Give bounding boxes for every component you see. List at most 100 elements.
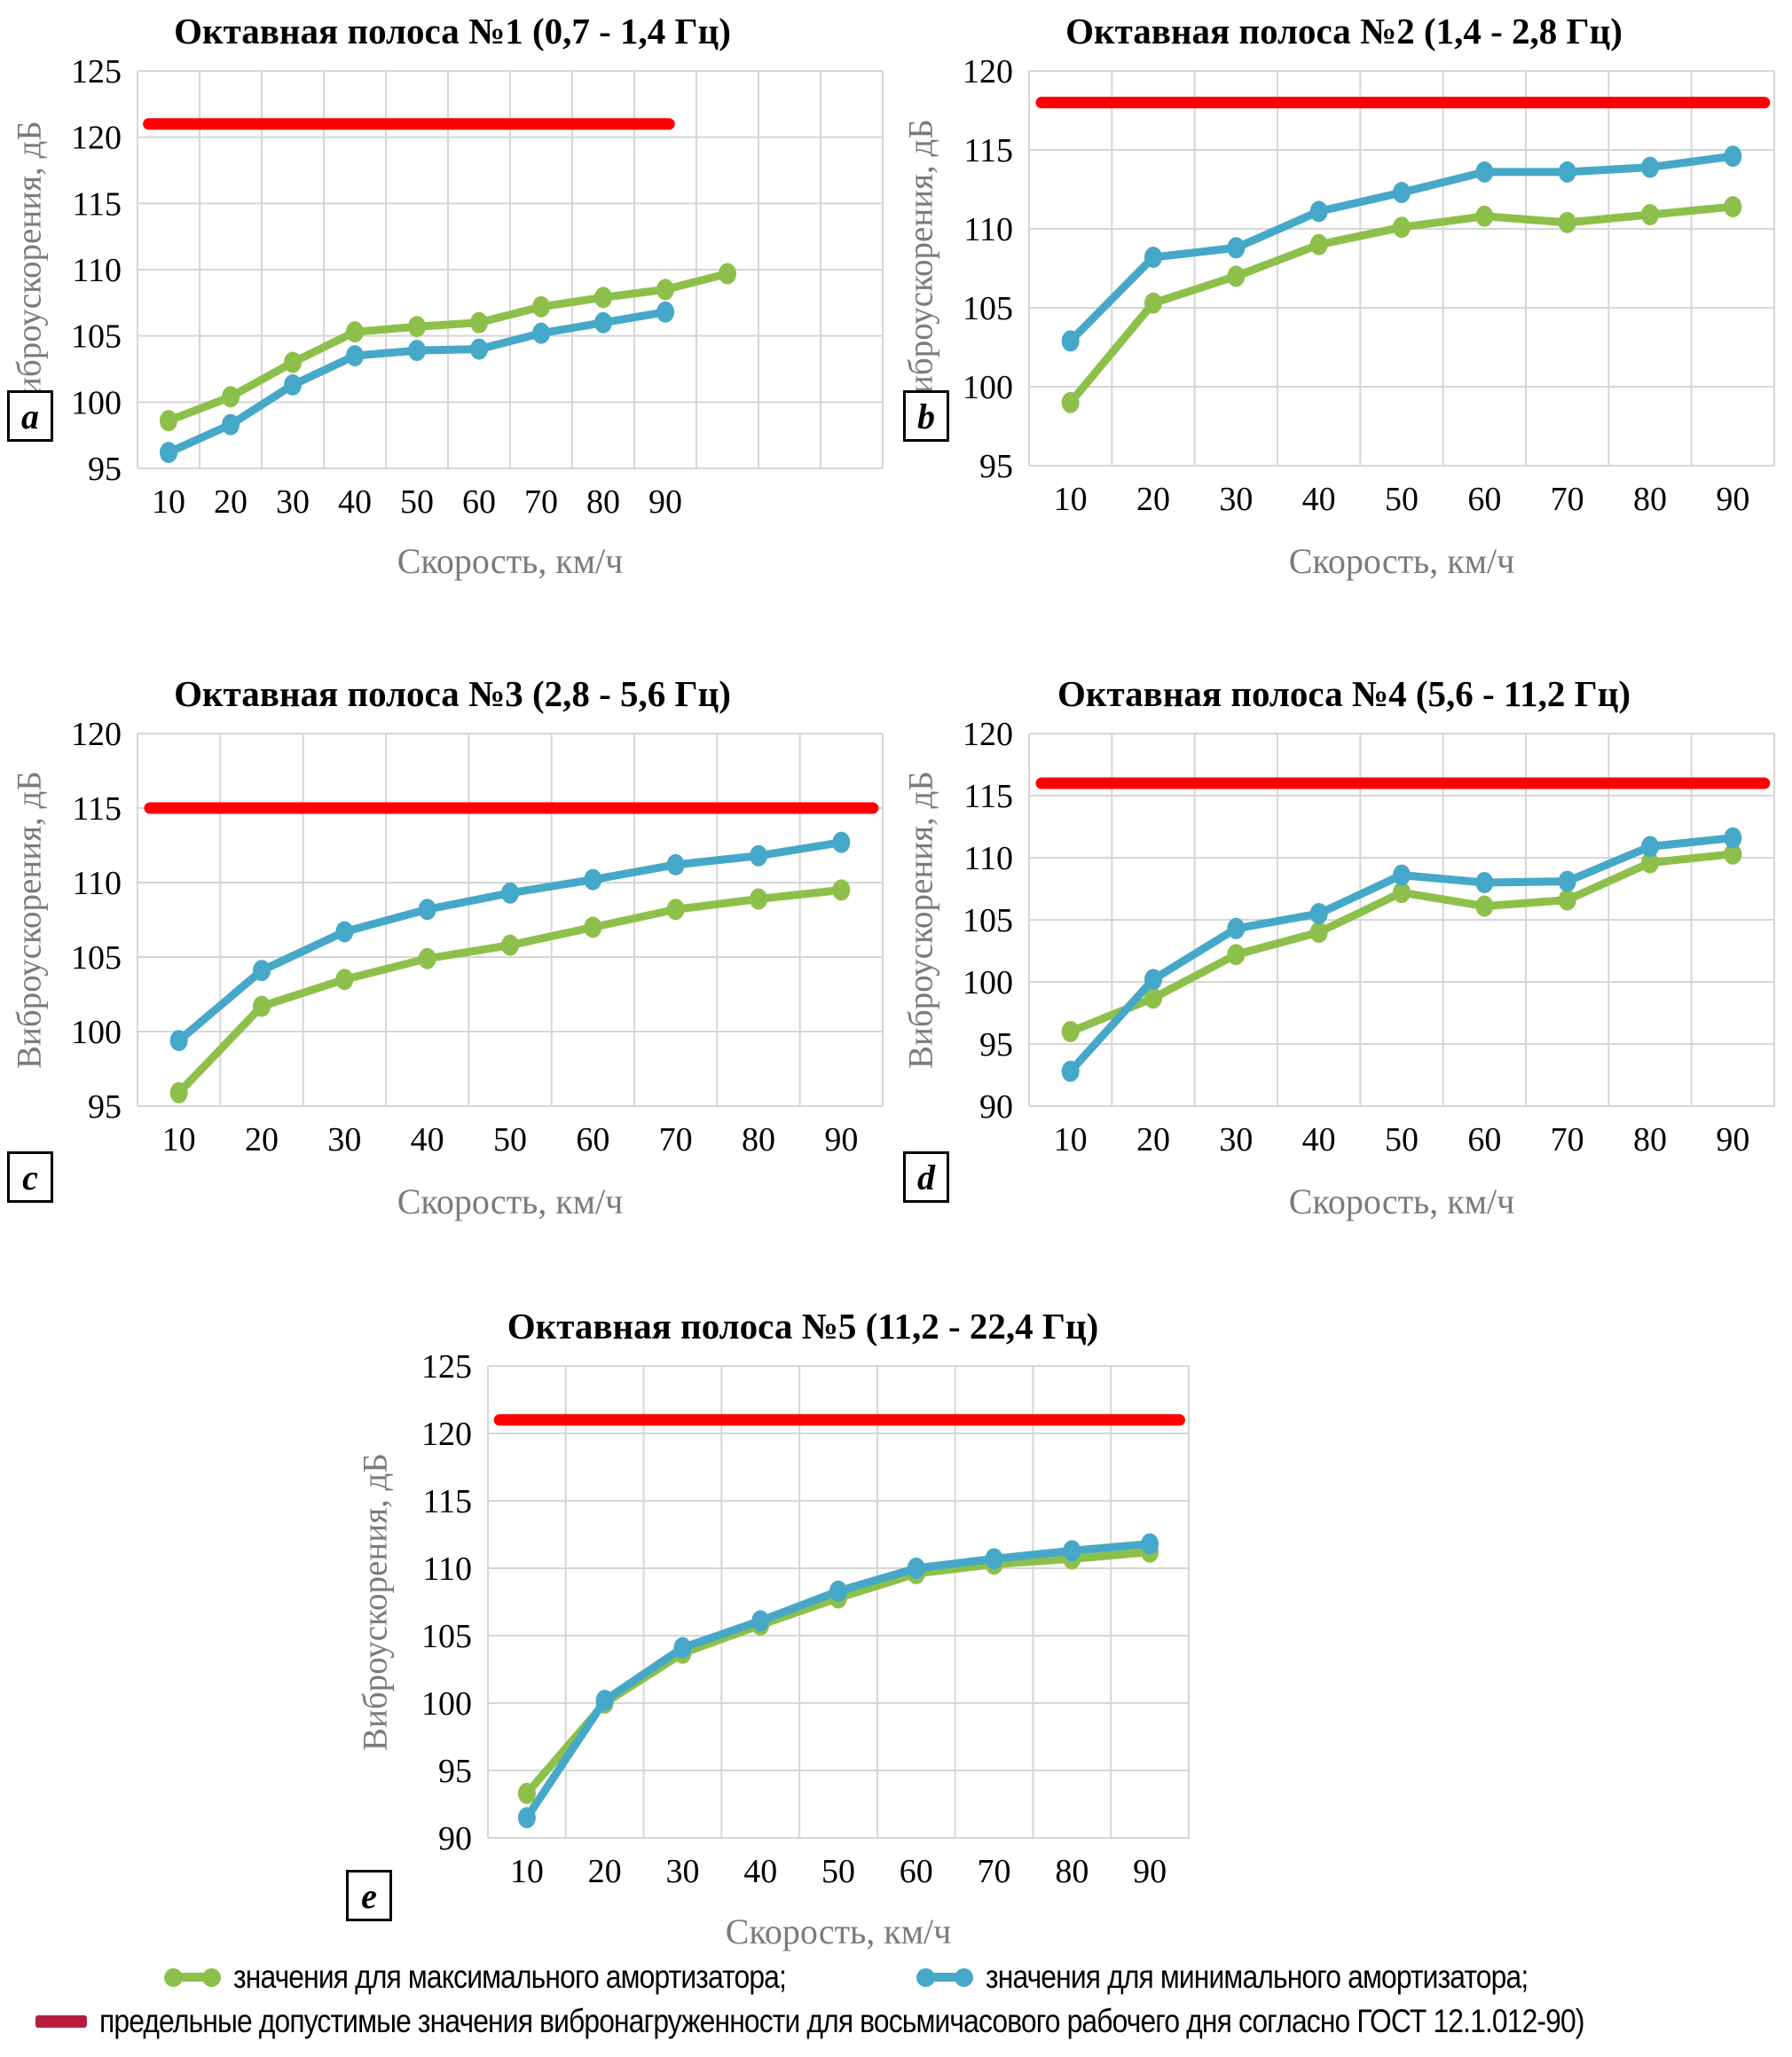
legend-label-min-damper: значения для минимального амортизатора; (986, 1959, 1529, 1995)
subplot-label-a: a (7, 390, 53, 442)
svg-text:100: 100 (71, 384, 122, 421)
svg-text:10: 10 (1054, 481, 1088, 518)
svg-text:40: 40 (743, 1853, 777, 1890)
svg-text:10: 10 (162, 1121, 196, 1158)
chart-b-title: Октавная полоса №2 (1,4 - 2,8 Гц) (1065, 11, 1623, 51)
svg-text:125: 125 (71, 55, 122, 90)
svg-text:40: 40 (411, 1121, 444, 1158)
svg-text:40: 40 (1302, 1121, 1336, 1158)
subplot-label-c: c (7, 1151, 53, 1203)
chart-panel-c: Октавная полоса №3 (2,8 - 5,6 Гц) Виброу… (9, 670, 896, 1221)
svg-text:105: 105 (963, 290, 1013, 327)
svg-text:50: 50 (1385, 481, 1419, 518)
chart-panel-d: Октавная полоса №4 (5,6 - 11,2 Гц) Вибро… (900, 670, 1788, 1221)
chart-e-title: Октавная полоса №5 (11,2 - 22,4 Гц) (507, 1306, 1099, 1346)
svg-text:70: 70 (659, 1121, 693, 1158)
svg-text:80: 80 (586, 483, 620, 521)
y-tick-labels: 95 100 105 110 115 120 (963, 55, 1013, 485)
svg-text:30: 30 (1219, 481, 1253, 518)
svg-text:90: 90 (824, 1121, 858, 1158)
chart-a-plot: 95 100 105 110 115 120 125 10 20 30 40 50 60 70 80 90 (71, 55, 884, 521)
svg-text:60: 60 (1467, 481, 1501, 518)
svg-text:115: 115 (72, 185, 122, 223)
svg-text:80: 80 (1633, 481, 1667, 518)
series-min-damper (160, 301, 674, 464)
series-min-damper (517, 1533, 1159, 1829)
svg-text:90: 90 (1133, 1853, 1167, 1890)
chart-b-x-axis-title: Скорость, км/ч (1288, 541, 1515, 581)
chart-panel-a: Октавная полоса №1 (0,7 - 1,4 Гц) Виброу… (9, 7, 896, 581)
legend-label-max-damper: значения для максимального амортизатора; (233, 1959, 787, 1995)
svg-text:60: 60 (462, 483, 496, 521)
chart-d-y-axis-title: Виброускорения, дБ (901, 771, 940, 1069)
svg-text:50: 50 (821, 1853, 855, 1890)
svg-text:30: 30 (665, 1853, 699, 1890)
svg-text:105: 105 (963, 902, 1013, 939)
svg-text:110: 110 (963, 211, 1013, 248)
y-tick-labels: 90 95 100 105 110 115 120 (963, 718, 1013, 1126)
svg-text:100: 100 (421, 1685, 472, 1723)
svg-text:105: 105 (421, 1618, 472, 1655)
svg-text:100: 100 (963, 964, 1013, 1001)
series-max-damper (160, 263, 736, 432)
svg-text:115: 115 (963, 778, 1013, 815)
min-damper-line-icon (916, 1967, 974, 1987)
svg-text:70: 70 (978, 1853, 1011, 1890)
grid (137, 70, 884, 469)
chart-c-x-axis-title: Скорость, км/ч (397, 1182, 624, 1221)
svg-text:110: 110 (963, 840, 1013, 877)
svg-text:115: 115 (422, 1483, 472, 1520)
svg-text:60: 60 (1467, 1121, 1501, 1158)
chart-d-x-axis-title: Скорость, км/ч (1288, 1182, 1515, 1221)
svg-text:110: 110 (72, 252, 122, 289)
legend-item-min-damper: значения для минимального амортизатора; (916, 1959, 1616, 1996)
svg-text:50: 50 (493, 1121, 527, 1158)
legend-item-limit: предельные допустимые значения вибронагр… (35, 2003, 1792, 2040)
svg-text:90: 90 (1716, 481, 1749, 518)
svg-text:95: 95 (979, 1026, 1013, 1064)
svg-text:10: 10 (1054, 1121, 1088, 1158)
grid (1028, 733, 1775, 1107)
x-tick-labels: 10 20 30 40 50 60 70 80 90 (152, 483, 682, 521)
svg-text:110: 110 (72, 865, 122, 902)
chart-d-title: Октавная полоса №4 (5,6 - 11,2 Гц) (1057, 673, 1631, 714)
chart-d-plot: 90 95 100 105 110 115 120 10 20 30 40 50 60 70 80 90 (963, 718, 1775, 1158)
chart-e-x-axis-title: Скорость, км/ч (725, 1912, 952, 1951)
svg-text:20: 20 (588, 1853, 622, 1890)
x-tick-labels: 10 20 30 40 50 60 70 80 90 (510, 1853, 1167, 1890)
chart-a-x-axis-title: Скорость, км/ч (397, 541, 624, 581)
svg-text:120: 120 (71, 718, 122, 753)
subplot-label-e: e (346, 1870, 392, 1921)
svg-text:100: 100 (71, 1014, 122, 1051)
svg-text:40: 40 (1302, 481, 1336, 518)
legend-label-limit: предельные допустимые значения вибронагр… (99, 2003, 1584, 2039)
svg-text:20: 20 (1136, 481, 1170, 518)
chart-e-plot: 90 95 100 105 110 115 120 125 10 20 30 40 50 60 70 80 90 (421, 1350, 1190, 1890)
svg-text:60: 60 (900, 1853, 933, 1890)
svg-text:90: 90 (1716, 1121, 1749, 1158)
svg-text:95: 95 (88, 451, 122, 488)
svg-text:120: 120 (963, 718, 1013, 753)
svg-text:80: 80 (742, 1121, 775, 1158)
svg-text:30: 30 (327, 1121, 361, 1158)
svg-text:70: 70 (1551, 481, 1584, 518)
svg-text:120: 120 (963, 55, 1013, 90)
series-max-damper (1061, 843, 1742, 1042)
x-tick-labels: 10 20 30 40 50 60 70 80 90 (1054, 1121, 1750, 1158)
chart-c-title: Октавная полоса №3 (2,8 - 5,6 Гц) (174, 673, 731, 714)
y-tick-labels: 95 100 105 110 115 120 125 (71, 55, 122, 488)
svg-text:95: 95 (88, 1088, 122, 1126)
legend: значения для максимального амортизатора;… (164, 1959, 1616, 1996)
svg-text:115: 115 (72, 790, 122, 828)
svg-text:20: 20 (1136, 1121, 1170, 1158)
svg-text:70: 70 (524, 483, 558, 521)
svg-text:20: 20 (245, 1121, 279, 1158)
grid (137, 733, 884, 1107)
svg-text:50: 50 (1385, 1121, 1419, 1158)
svg-text:125: 125 (421, 1350, 472, 1386)
chart-c-plot: 95 100 105 110 115 120 10 20 30 40 50 60 70 80 90 (71, 718, 884, 1158)
chart-panel-e: Октавная полоса №5 (11,2 - 22,4 Гц) Вибр… (355, 1302, 1251, 1951)
svg-text:120: 120 (71, 120, 122, 157)
svg-text:80: 80 (1055, 1853, 1089, 1890)
svg-text:10: 10 (152, 483, 185, 521)
